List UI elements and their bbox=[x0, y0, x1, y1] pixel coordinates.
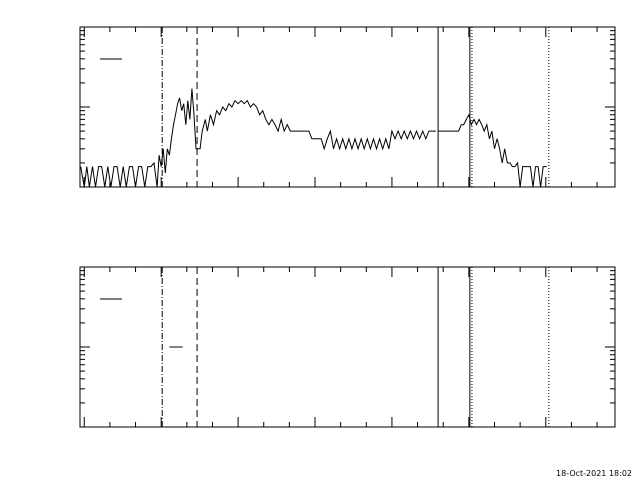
series-line bbox=[80, 88, 436, 188]
series-line bbox=[438, 113, 547, 188]
panel-hi bbox=[79, 266, 616, 428]
footer-timestamp: 18-Oct-2021 18:02 bbox=[556, 469, 632, 478]
panel-lo bbox=[79, 26, 616, 188]
